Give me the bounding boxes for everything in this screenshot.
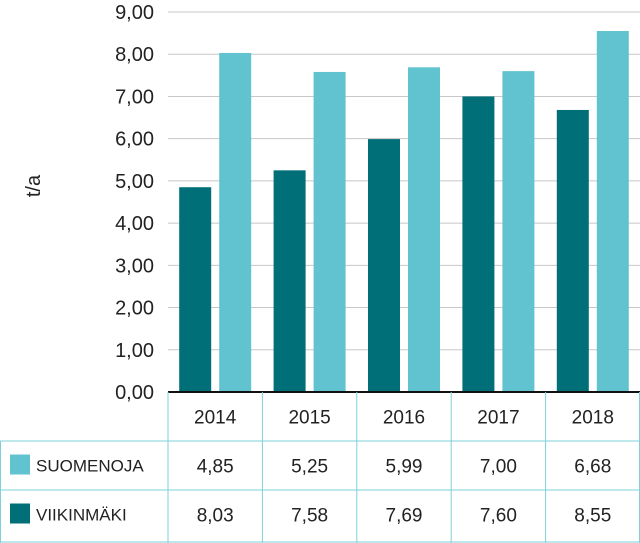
y-tick-label: 1,00 [115, 340, 154, 362]
y-tick-label: 8,00 [115, 44, 154, 66]
x-tick-label: 2015 [288, 408, 330, 429]
bar [596, 31, 629, 392]
y-tick-label: 2,00 [115, 298, 154, 320]
data-label: 5,25 [291, 457, 328, 478]
data-label: 8,55 [574, 506, 611, 527]
bar [556, 109, 589, 392]
data-label: 5,99 [386, 457, 423, 478]
data-label: 7,58 [291, 506, 328, 527]
y-axis-label: t/a [23, 174, 45, 197]
bar [273, 170, 306, 392]
data-label: 7,60 [480, 506, 517, 527]
y-tick-label: 0,00 [115, 382, 154, 404]
data-table: 2014 2015 2016 2017 2018 SUOMENOJA 4,85 5,25 5,9… [0, 392, 640, 543]
bar [502, 71, 535, 392]
x-tick-label: 2018 [572, 408, 614, 429]
bars [179, 31, 629, 393]
y-tick-label: 9,00 [115, 2, 154, 24]
legend-label: SUOMENOJA [36, 457, 144, 476]
y-tick-label: 5,00 [115, 171, 154, 193]
legend-swatch [10, 454, 30, 475]
data-label: 4,85 [197, 457, 234, 478]
x-tick-label: 2016 [383, 408, 425, 429]
data-label: 7,00 [480, 457, 517, 478]
y-tick-label: 3,00 [115, 255, 154, 277]
y-tick-label: 6,00 [115, 129, 154, 151]
x-tick-label: 2017 [477, 408, 519, 429]
y-tick-label: 4,00 [115, 213, 154, 235]
data-label: 7,69 [386, 506, 423, 527]
legend-label: VIIKINMÄKI [36, 506, 127, 525]
data-label: 8,03 [197, 506, 234, 527]
y-tick-label: 7,00 [115, 86, 154, 108]
x-tick-label: 2014 [194, 408, 237, 429]
bar [179, 187, 212, 392]
bar [219, 52, 252, 392]
legend-swatch [10, 503, 30, 524]
data-label: 6,68 [574, 457, 611, 478]
bar [462, 96, 495, 392]
y-axis-tick-labels: 0,00 1,00 2,00 3,00 4,00 5,00 6,00 7,00 8,00 9,00 [115, 2, 154, 404]
bar [408, 67, 440, 393]
bar [368, 139, 400, 392]
bar [313, 71, 346, 392]
